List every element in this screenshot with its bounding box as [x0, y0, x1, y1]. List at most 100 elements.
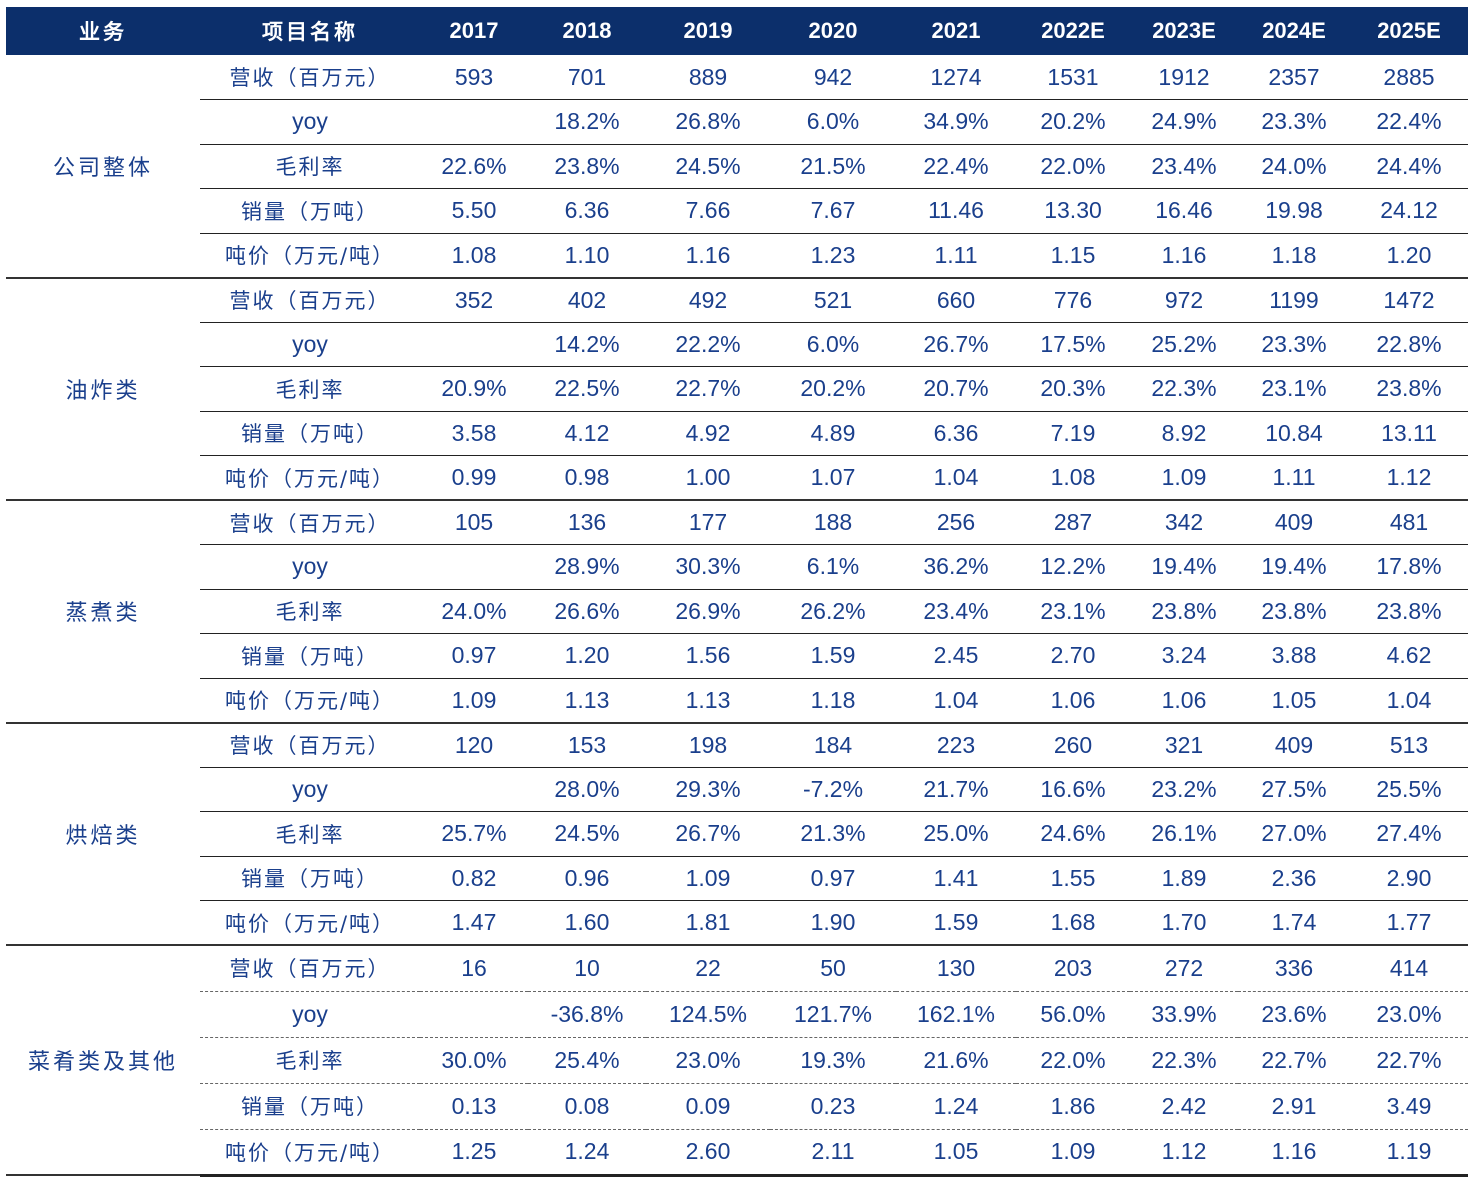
table-row: 吨价（万元/吨） 1.09 1.13 1.13 1.18 1.04 1.06 1.06 1.05…	[6, 678, 1468, 724]
value-cell: 50	[770, 945, 896, 992]
item-label: 毛利率	[200, 1037, 420, 1084]
value-cell: 14.2%	[528, 322, 646, 367]
value-cell: 27.5%	[1238, 767, 1350, 812]
value-cell: 3.24	[1130, 633, 1238, 679]
business-forecast-table: 业务 项目名称 2017 2018 2019 2020 2021 2022E 2…	[6, 7, 1468, 1177]
value-cell: 0.13	[420, 1083, 528, 1130]
value-cell: 22	[646, 945, 770, 992]
value-cell: 23.4%	[1130, 144, 1238, 189]
value-cell: 6.0%	[770, 322, 896, 367]
value-cell: 1.09	[1130, 455, 1238, 501]
value-cell: 1.86	[1016, 1083, 1130, 1130]
value-cell: 1.15	[1016, 233, 1130, 279]
value-cell: 24.6%	[1016, 811, 1130, 857]
value-cell: 136	[528, 500, 646, 545]
value-cell: 177	[646, 500, 770, 545]
value-cell: 23.8%	[528, 144, 646, 189]
value-cell: 5.50	[420, 188, 528, 234]
value-cell: 30.3%	[646, 544, 770, 590]
table-row: 蒸煮类 营收（百万元） 105 136 177 188 256 287 342 409 481	[6, 500, 1468, 724]
value-cell: 1.04	[896, 678, 1016, 724]
value-cell: 1274	[896, 55, 1016, 100]
value-cell: 1.74	[1238, 900, 1350, 946]
value-cell: 23.3%	[1238, 99, 1350, 145]
value-cell: 260	[1016, 722, 1130, 768]
value-cell: 22.7%	[646, 366, 770, 412]
item-label: yoy	[200, 544, 420, 590]
value-cell: 16.46	[1130, 188, 1238, 234]
value-cell: 22.4%	[1350, 99, 1468, 145]
table-row: 公司整体 营收（百万元） 593 701 889 942 1274 1531 1912 2357 2…	[6, 55, 1468, 279]
value-cell: 223	[896, 722, 1016, 768]
value-cell: 22.8%	[1350, 322, 1468, 367]
value-cell: 24.0%	[1238, 144, 1350, 189]
header-year: 2017	[420, 7, 528, 55]
value-cell: 22.7%	[1350, 1037, 1468, 1084]
table-row: 烘焙类 营收（百万元） 120 153 198 184 223 260 321 409 513	[6, 722, 1468, 946]
value-cell: 2.42	[1130, 1083, 1238, 1130]
value-cell: 2.60	[646, 1129, 770, 1177]
value-cell: 26.7%	[896, 322, 1016, 367]
value-cell: 342	[1130, 500, 1238, 545]
value-cell: 0.82	[420, 856, 528, 901]
value-cell: 23.1%	[1238, 366, 1350, 412]
value-cell: 7.66	[646, 188, 770, 234]
value-cell: 1.05	[1238, 678, 1350, 724]
value-cell: 30.0%	[420, 1037, 528, 1084]
value-cell: 21.3%	[770, 811, 896, 857]
item-label: yoy	[200, 767, 420, 812]
value-cell: 889	[646, 55, 770, 100]
value-cell: 1.41	[896, 856, 1016, 901]
value-cell: 1.70	[1130, 900, 1238, 946]
value-cell: 2.70	[1016, 633, 1130, 679]
value-cell: 7.67	[770, 188, 896, 234]
value-cell: 492	[646, 277, 770, 323]
value-cell: 17.5%	[1016, 322, 1130, 367]
value-cell: 19.3%	[770, 1037, 896, 1084]
value-cell: 1.20	[1350, 233, 1468, 279]
value-cell: 1.55	[1016, 856, 1130, 901]
value-cell: 153	[528, 722, 646, 768]
item-label: 吨价（万元/吨）	[200, 455, 420, 501]
table-row: 销量（万吨） 0.13 0.08 0.09 0.23 1.24 1.86 2.42 2.91 3.…	[6, 1083, 1468, 1130]
value-cell: 4.92	[646, 411, 770, 456]
value-cell: 1.06	[1130, 678, 1238, 724]
value-cell: 23.8%	[1350, 589, 1468, 634]
value-cell: 1.90	[770, 900, 896, 946]
item-label: 销量（万吨）	[200, 411, 420, 456]
value-cell: 1.09	[420, 678, 528, 724]
value-cell: 1531	[1016, 55, 1130, 100]
value-cell: 184	[770, 722, 896, 768]
table-row: yoy -36.8% 124.5% 121.7% 162.1% 56.0% 33.9% 23.…	[6, 991, 1468, 1038]
value-cell: 22.4%	[896, 144, 1016, 189]
value-cell: 28.0%	[528, 767, 646, 812]
table-row: yoy 28.9% 30.3% 6.1% 36.2% 12.2% 19.4% 19.4% 17.…	[6, 544, 1468, 590]
value-cell: 24.0%	[420, 589, 528, 634]
table-row: 油炸类 营收（百万元） 352 402 492 521 660 776 972 1199 1472	[6, 277, 1468, 501]
value-cell: 203	[1016, 945, 1130, 992]
table-row: 吨价（万元/吨） 1.47 1.60 1.81 1.90 1.59 1.68 1.70 1.74…	[6, 900, 1468, 946]
value-cell: 0.99	[420, 455, 528, 501]
value-cell: 22.6%	[420, 144, 528, 189]
value-cell: -36.8%	[528, 991, 646, 1038]
item-label: 毛利率	[200, 144, 420, 189]
business-category: 蒸煮类	[6, 500, 200, 724]
value-cell: 1.13	[528, 678, 646, 724]
value-cell: 21.6%	[896, 1037, 1016, 1084]
header-item: 项目名称	[200, 7, 420, 55]
value-cell: 6.36	[896, 411, 1016, 456]
value-cell: 23.8%	[1350, 366, 1468, 412]
value-cell: 162.1%	[896, 991, 1016, 1038]
value-cell: 121.7%	[770, 991, 896, 1038]
business-category: 菜肴类及其他	[6, 945, 200, 1176]
value-cell: 409	[1238, 722, 1350, 768]
item-label: 营收（百万元）	[200, 722, 420, 768]
value-cell: 26.2%	[770, 589, 896, 634]
item-label: 吨价（万元/吨）	[200, 233, 420, 279]
item-label: 毛利率	[200, 811, 420, 857]
value-cell: 1.09	[1016, 1129, 1130, 1177]
item-label: 营收（百万元）	[200, 945, 420, 992]
table-row: 吨价（万元/吨） 1.25 1.24 2.60 2.11 1.05 1.09 1.12 1.16…	[6, 1129, 1468, 1177]
business-category: 油炸类	[6, 277, 200, 501]
value-cell: 105	[420, 500, 528, 545]
